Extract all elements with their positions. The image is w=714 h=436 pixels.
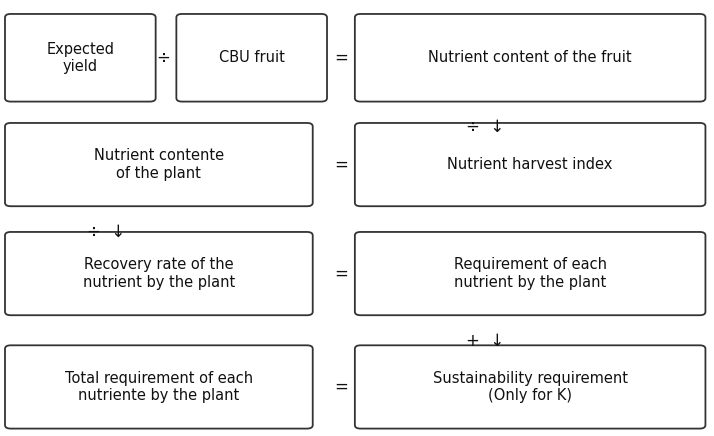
Text: =: = <box>334 378 348 396</box>
Text: =: = <box>334 48 348 67</box>
Text: ÷  ↓: ÷ ↓ <box>86 223 125 241</box>
FancyBboxPatch shape <box>5 14 156 102</box>
FancyBboxPatch shape <box>5 345 313 429</box>
FancyBboxPatch shape <box>5 123 313 206</box>
FancyBboxPatch shape <box>355 232 705 315</box>
Text: =: = <box>334 265 348 283</box>
Text: Requirement of each
nutrient by the plant: Requirement of each nutrient by the plan… <box>453 257 607 290</box>
Text: Expected
yield: Expected yield <box>46 41 114 74</box>
FancyBboxPatch shape <box>355 123 705 206</box>
Text: Nutrient content of the fruit: Nutrient content of the fruit <box>428 50 632 65</box>
FancyBboxPatch shape <box>5 232 313 315</box>
Text: Recovery rate of the
nutrient by the plant: Recovery rate of the nutrient by the pla… <box>83 257 235 290</box>
Text: Total requirement of each
nutriente by the plant: Total requirement of each nutriente by t… <box>65 371 253 403</box>
Text: +  ↓: + ↓ <box>466 332 505 350</box>
Text: ÷: ÷ <box>156 48 170 67</box>
FancyBboxPatch shape <box>176 14 327 102</box>
FancyBboxPatch shape <box>355 345 705 429</box>
Text: Nutrient contente
of the plant: Nutrient contente of the plant <box>94 148 224 181</box>
Text: CBU fruit: CBU fruit <box>218 50 285 65</box>
FancyBboxPatch shape <box>355 14 705 102</box>
Text: ÷  ↓: ÷ ↓ <box>466 117 505 136</box>
Text: Sustainability requirement
(Only for K): Sustainability requirement (Only for K) <box>433 371 628 403</box>
Text: =: = <box>334 156 348 174</box>
Text: Nutrient harvest index: Nutrient harvest index <box>448 157 613 172</box>
